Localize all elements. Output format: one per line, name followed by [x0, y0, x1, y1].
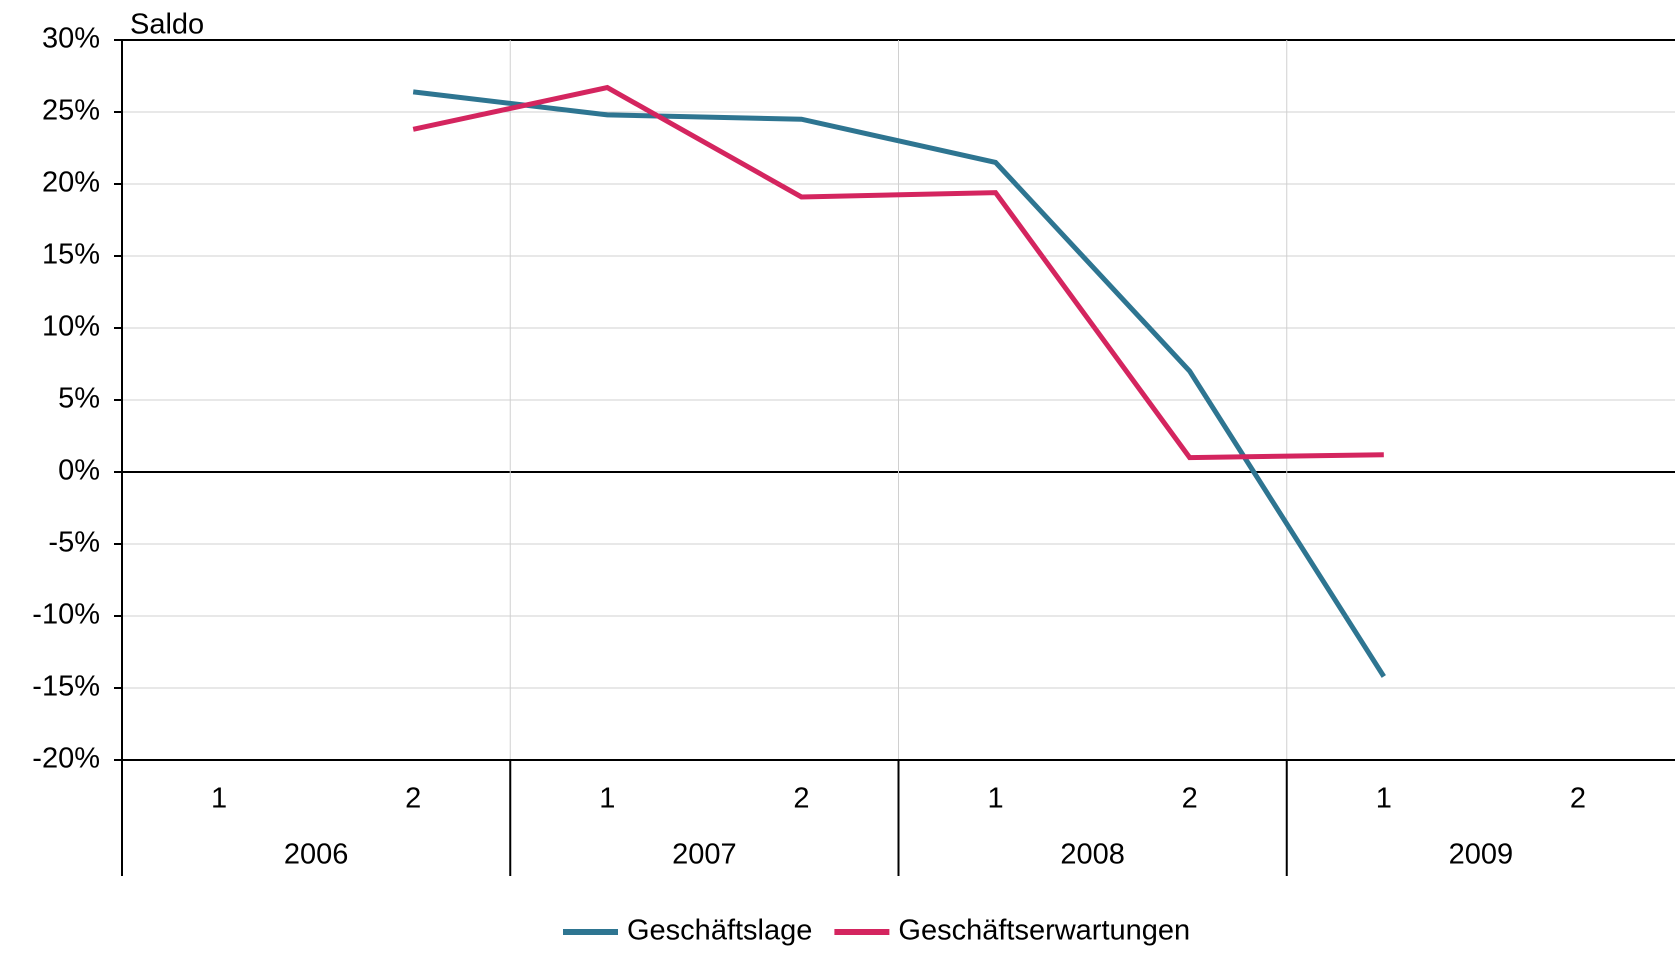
y-tick-label: -20%: [32, 743, 100, 775]
legend-label: Geschäftslage: [627, 915, 812, 947]
x-tick-label: 1: [1376, 783, 1392, 815]
x-group-label: 2006: [284, 839, 349, 871]
y-tick-label: 30%: [42, 23, 100, 55]
y-tick-label: -15%: [32, 671, 100, 703]
x-group-label: 2008: [1060, 839, 1125, 871]
y-tick-label: 5%: [58, 383, 100, 415]
y-tick-label: 0%: [58, 455, 100, 487]
y-tick-label: 20%: [42, 167, 100, 199]
x-tick-label: 1: [987, 783, 1003, 815]
x-tick-label: 2: [1182, 783, 1198, 815]
x-tick-label: 1: [211, 783, 227, 815]
x-group-label: 2009: [1449, 839, 1514, 871]
y-tick-label: -10%: [32, 599, 100, 631]
y-tick-label: -5%: [48, 527, 100, 559]
series-line: [412, 84, 1384, 461]
y-tick-label: 10%: [42, 311, 100, 343]
legend-label: Geschäftserwartungen: [898, 915, 1190, 947]
x-tick-label: 2: [793, 783, 809, 815]
y-tick-label: 25%: [42, 95, 100, 127]
y-tick-label: 15%: [42, 239, 100, 271]
y-axis-label: Saldo: [130, 9, 204, 41]
x-tick-label: 1: [599, 783, 615, 815]
x-group-label: 2007: [672, 839, 737, 871]
x-tick-label: 2: [1570, 783, 1586, 815]
series-line: [412, 89, 1386, 678]
x-tick-label: 2: [405, 783, 421, 815]
